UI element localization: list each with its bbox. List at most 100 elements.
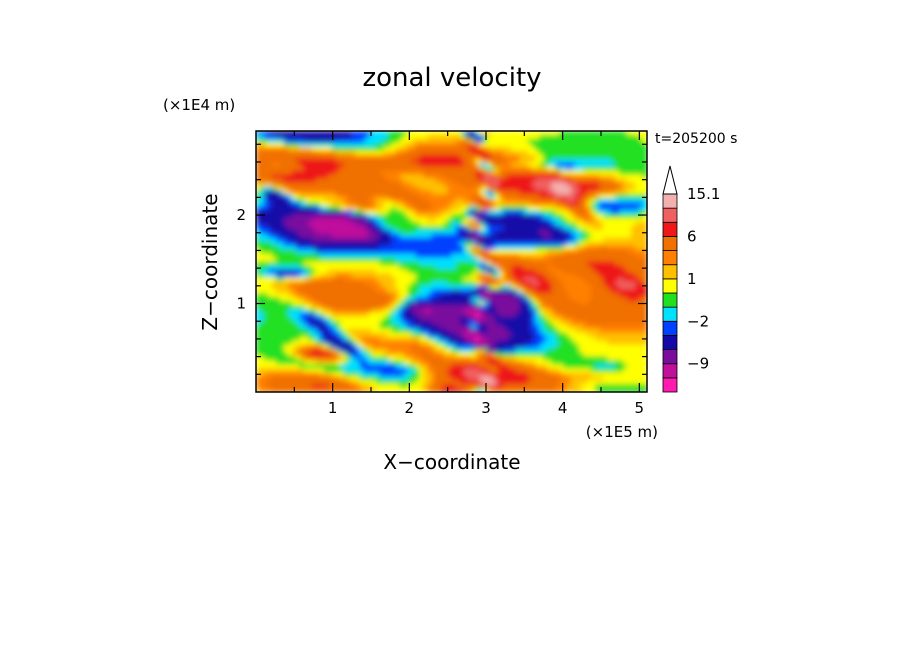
field-cell [323, 301, 329, 306]
field-cell [627, 221, 632, 227]
field-cell [523, 281, 528, 286]
field-cell [439, 214, 445, 219]
field-cell [379, 229, 385, 235]
field-cell [483, 150, 489, 156]
field-cell [575, 170, 580, 176]
field-cell [351, 150, 357, 156]
field-cell [523, 170, 528, 176]
field-cell [623, 194, 628, 199]
field-cell [291, 305, 297, 310]
field-cell [407, 166, 413, 172]
field-cell [343, 273, 349, 278]
field-cell [631, 146, 636, 152]
field-cell [371, 134, 377, 140]
field-cell [267, 202, 273, 207]
field-cell [567, 289, 572, 294]
field-cell [463, 241, 469, 247]
field-cell [627, 206, 632, 211]
field-cell [643, 198, 647, 203]
field-cell [551, 150, 556, 156]
field-cell [583, 221, 588, 227]
field-cell [295, 301, 301, 306]
field-cell [387, 146, 393, 152]
field-cell [551, 273, 556, 278]
field-cell [611, 324, 616, 330]
field-cell [295, 178, 301, 183]
field-cell [611, 178, 616, 183]
field-cell [583, 253, 588, 259]
field-cell [531, 178, 536, 183]
field-cell [403, 162, 409, 168]
field-cell [567, 285, 572, 290]
field-cell [259, 146, 265, 152]
field-cell [559, 166, 564, 172]
field-cell [451, 194, 457, 199]
field-cell [455, 182, 461, 187]
field-cell [343, 297, 349, 302]
field-cell [259, 328, 265, 334]
field-cell [379, 305, 385, 310]
field-cell [407, 150, 413, 156]
field-cell [543, 225, 548, 231]
field-cell [407, 249, 413, 255]
field-cell [639, 146, 644, 152]
field-cell [599, 320, 604, 326]
field-cell [407, 218, 413, 223]
field-cell [455, 261, 461, 267]
field-cell [483, 182, 489, 187]
field-cell [523, 162, 528, 168]
field-cell [599, 301, 604, 306]
field-cell [575, 182, 580, 187]
field-cell [283, 308, 289, 314]
field-cell [287, 142, 293, 148]
field-cell [615, 194, 620, 199]
field-cell [527, 174, 532, 180]
field-cell [335, 206, 341, 211]
field-cell [423, 328, 429, 334]
field-cell [639, 285, 644, 290]
field-cell [339, 178, 345, 183]
field-cell [256, 210, 261, 215]
field-cell [427, 162, 433, 168]
field-cell [635, 206, 640, 211]
field-cell [383, 206, 389, 211]
field-cell [459, 269, 465, 274]
field-cell [555, 257, 560, 263]
field-cell [447, 328, 453, 334]
field-cell [335, 138, 341, 144]
field-cell [551, 253, 556, 259]
field-cell [331, 312, 337, 318]
field-cell [543, 186, 548, 191]
field-cell [363, 158, 369, 164]
field-cell [419, 289, 425, 294]
field-cell [339, 316, 345, 322]
field-cell [527, 131, 532, 136]
field-cell [511, 138, 516, 144]
field-cell [391, 186, 397, 191]
field-cell [539, 277, 544, 282]
field-cell [631, 253, 636, 259]
field-cell [295, 198, 301, 203]
field-cell [283, 218, 289, 223]
field-cell [291, 328, 297, 334]
field-cell [335, 166, 341, 172]
field-cell [567, 261, 572, 267]
field-cell [623, 158, 628, 164]
field-cell [347, 229, 353, 235]
field-cell [395, 241, 401, 247]
field-cell [603, 142, 608, 148]
field-cell [399, 229, 405, 235]
field-cell [587, 305, 592, 310]
field-cell [555, 229, 560, 235]
field-cell [439, 166, 445, 172]
field-cell [427, 281, 433, 286]
field-cell [539, 257, 544, 263]
field-cell [395, 285, 401, 290]
field-cell [423, 154, 429, 160]
field-cell [431, 225, 437, 231]
field-cell [443, 261, 449, 267]
field-cell [615, 218, 620, 223]
field-cell [375, 158, 381, 164]
field-cell [263, 214, 269, 219]
field-cell [543, 297, 548, 302]
